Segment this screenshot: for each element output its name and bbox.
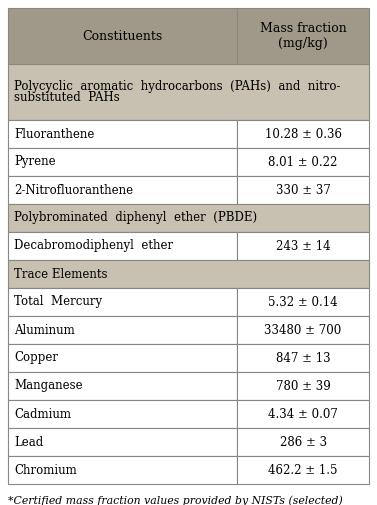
- Text: Constituents: Constituents: [83, 29, 163, 42]
- Text: Total  Mercury: Total Mercury: [14, 295, 102, 309]
- Text: 10.28 ± 0.36: 10.28 ± 0.36: [265, 127, 342, 140]
- Text: 462.2 ± 1.5: 462.2 ± 1.5: [268, 464, 338, 477]
- Bar: [8, 148, 237, 176]
- Text: Copper: Copper: [14, 351, 58, 365]
- Bar: [8, 176, 237, 204]
- Bar: [8, 288, 237, 316]
- Text: 847 ± 13: 847 ± 13: [276, 351, 330, 365]
- Text: *Certified mass fraction values provided by NISTs (selected): *Certified mass fraction values provided…: [8, 496, 343, 505]
- Bar: [8, 8, 237, 64]
- Text: Decabromodiphenyl  ether: Decabromodiphenyl ether: [14, 239, 173, 252]
- Bar: [237, 8, 369, 64]
- Text: Polycyclic  aromatic  hydrocarbons  (PAHs)  and  nitro-: Polycyclic aromatic hydrocarbons (PAHs) …: [14, 80, 340, 93]
- Bar: [237, 232, 369, 260]
- Text: Aluminum: Aluminum: [14, 324, 75, 336]
- Text: 4.34 ± 0.07: 4.34 ± 0.07: [268, 408, 338, 421]
- Text: 5.32 ± 0.14: 5.32 ± 0.14: [268, 295, 338, 309]
- Bar: [8, 372, 237, 400]
- Bar: [237, 120, 369, 148]
- Text: Cadmium: Cadmium: [14, 408, 71, 421]
- Bar: [8, 344, 237, 372]
- Text: Chromium: Chromium: [14, 464, 77, 477]
- Bar: [8, 316, 237, 344]
- Bar: [237, 176, 369, 204]
- Bar: [8, 64, 369, 120]
- Text: 2-Nitrofluoranthene: 2-Nitrofluoranthene: [14, 183, 133, 196]
- Bar: [237, 400, 369, 428]
- Bar: [8, 428, 237, 456]
- Bar: [237, 288, 369, 316]
- Text: 8.01 ± 0.22: 8.01 ± 0.22: [268, 156, 338, 169]
- Bar: [237, 344, 369, 372]
- Bar: [237, 372, 369, 400]
- Bar: [237, 316, 369, 344]
- Bar: [237, 148, 369, 176]
- Bar: [237, 428, 369, 456]
- Bar: [8, 260, 369, 288]
- Bar: [8, 456, 237, 484]
- Text: Fluoranthene: Fluoranthene: [14, 127, 94, 140]
- Bar: [8, 204, 369, 232]
- Text: Polybrominated  diphenyl  ether  (PBDE): Polybrominated diphenyl ether (PBDE): [14, 212, 257, 225]
- Text: 33480 ± 700: 33480 ± 700: [265, 324, 342, 336]
- Text: 330 ± 37: 330 ± 37: [276, 183, 331, 196]
- Text: Manganese: Manganese: [14, 379, 83, 392]
- Text: 286 ± 3: 286 ± 3: [280, 435, 327, 448]
- Text: 243 ± 14: 243 ± 14: [276, 239, 330, 252]
- Bar: [8, 120, 237, 148]
- Text: Mass fraction
(mg/kg): Mass fraction (mg/kg): [260, 22, 346, 50]
- Text: Trace Elements: Trace Elements: [14, 268, 107, 280]
- Text: 780 ± 39: 780 ± 39: [276, 379, 331, 392]
- Bar: [8, 232, 237, 260]
- Text: Lead: Lead: [14, 435, 43, 448]
- Bar: [8, 400, 237, 428]
- Text: substituted  PAHs: substituted PAHs: [14, 91, 120, 104]
- Bar: [237, 456, 369, 484]
- Text: Pyrene: Pyrene: [14, 156, 56, 169]
